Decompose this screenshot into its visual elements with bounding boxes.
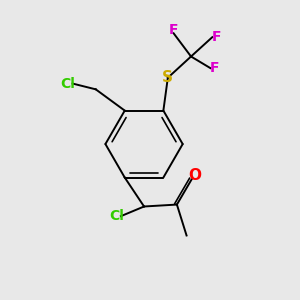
Text: O: O (189, 168, 202, 183)
Text: F: F (212, 30, 221, 44)
Text: Cl: Cl (61, 76, 76, 91)
Text: F: F (210, 61, 220, 75)
Text: Cl: Cl (109, 209, 124, 223)
Text: F: F (169, 23, 178, 37)
Text: S: S (162, 70, 173, 85)
